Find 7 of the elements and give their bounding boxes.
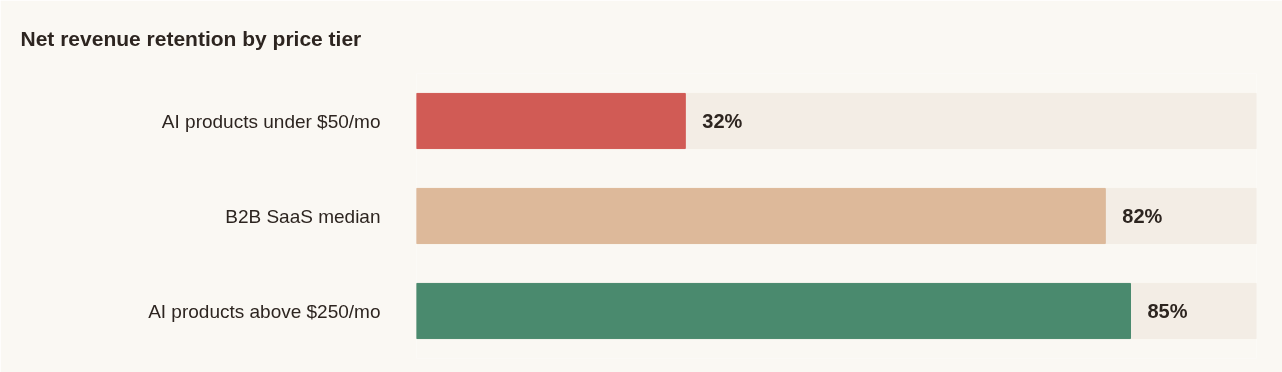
data-label: 85% [1147, 300, 1188, 322]
y-tick-label: AI products above $250/mo [148, 300, 381, 322]
text: Net revenue retention by price tier [20, 26, 362, 50]
y-tick-label: AI products under $50/mo [161, 110, 381, 132]
y-tick-label: B2B SaaS median [225, 205, 381, 227]
data-label: 32% [702, 110, 743, 132]
data-label: 82% [1122, 205, 1163, 227]
